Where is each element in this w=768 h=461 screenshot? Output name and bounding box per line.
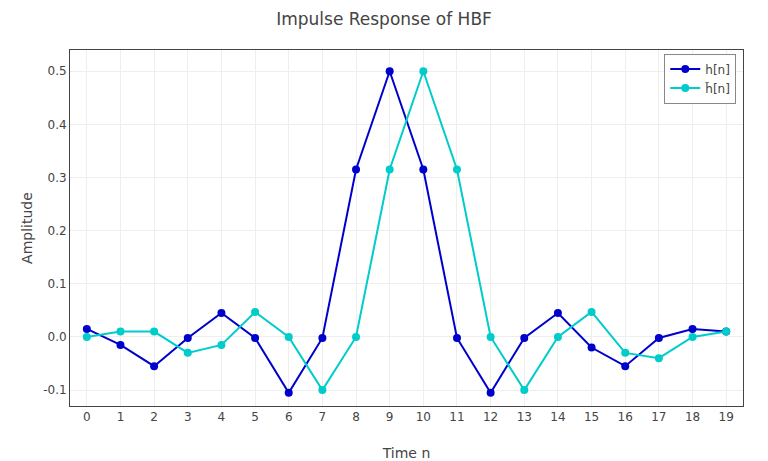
svg-text:0.5: 0.5	[48, 64, 67, 78]
svg-text:3: 3	[184, 410, 192, 424]
svg-text:Time n: Time n	[382, 445, 431, 461]
svg-text:0.3: 0.3	[48, 171, 67, 185]
svg-text:0.2: 0.2	[48, 224, 67, 238]
svg-text:4: 4	[218, 410, 226, 424]
svg-text:17: 17	[651, 410, 666, 424]
svg-text:0.0: 0.0	[48, 330, 67, 344]
svg-text:5: 5	[251, 410, 259, 424]
svg-text:11: 11	[449, 410, 464, 424]
svg-text:13: 13	[517, 410, 532, 424]
svg-text:14: 14	[550, 410, 565, 424]
svg-text:Amplitude: Amplitude	[19, 192, 35, 264]
svg-text:1: 1	[117, 410, 125, 424]
svg-text:Impulse Response of HBF: Impulse Response of HBF	[276, 9, 492, 29]
svg-text:7: 7	[319, 410, 327, 424]
svg-text:0.4: 0.4	[48, 118, 67, 132]
svg-text:10: 10	[416, 410, 431, 424]
svg-text:0.1: 0.1	[48, 277, 67, 291]
svg-text:15: 15	[584, 410, 599, 424]
svg-text:19: 19	[719, 410, 734, 424]
svg-text:12: 12	[483, 410, 498, 424]
svg-text:-0.1: -0.1	[43, 383, 66, 397]
svg-text:9: 9	[386, 410, 394, 424]
svg-text:h[n]: h[n]	[705, 63, 730, 77]
svg-text:18: 18	[685, 410, 700, 424]
svg-text:0: 0	[83, 410, 91, 424]
svg-text:h̃[n]: h̃[n]	[705, 82, 730, 96]
svg-text:2: 2	[150, 410, 158, 424]
svg-text:16: 16	[618, 410, 633, 424]
svg-text:6: 6	[285, 410, 293, 424]
svg-text:8: 8	[352, 410, 360, 424]
